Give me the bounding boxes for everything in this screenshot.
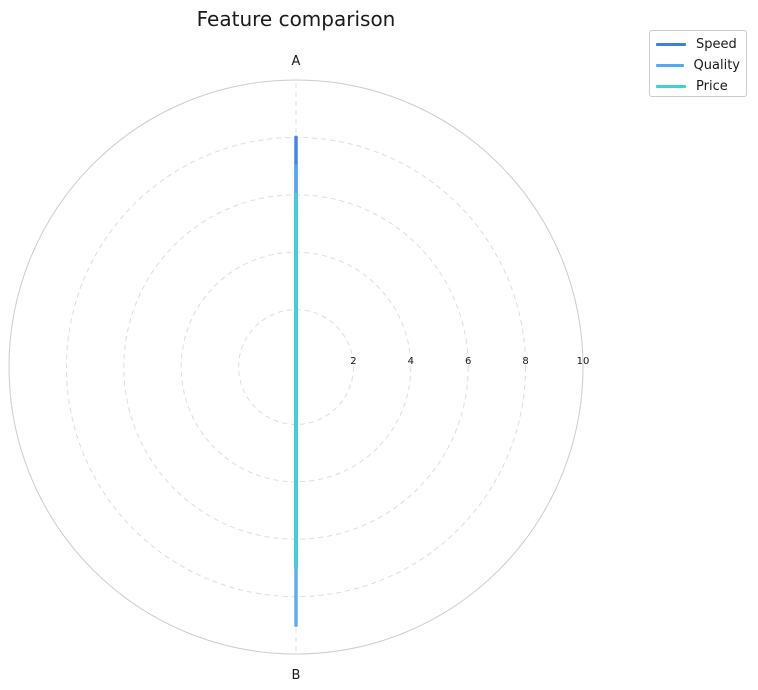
legend-item-quality: Quality [656,55,740,76]
legend-swatch-speed [656,43,686,46]
radial-ticks: 2 4 6 8 10 [350,356,589,367]
radial-tick-label-4: 4 [408,356,414,367]
radial-tick-label-10: 10 [577,356,590,367]
legend: Speed Quality Price [649,30,747,97]
legend-item-price: Price [656,76,740,97]
axis-label-b: B [292,668,301,683]
legend-swatch-quality [656,64,684,67]
chart-title: Feature comparison [197,7,396,31]
legend-swatch-price [656,85,686,88]
radial-tick-label-6: 6 [465,356,471,367]
legend-item-speed: Speed [656,34,740,55]
radial-tick-label-2: 2 [350,356,356,367]
legend-label-quality: Quality [693,58,740,73]
legend-label-price: Price [696,79,728,94]
radial-tick-label-8: 8 [522,356,528,367]
grid-circle-10 [8,79,584,655]
axis-label-a: A [292,54,301,69]
legend-label-speed: Speed [696,37,737,52]
